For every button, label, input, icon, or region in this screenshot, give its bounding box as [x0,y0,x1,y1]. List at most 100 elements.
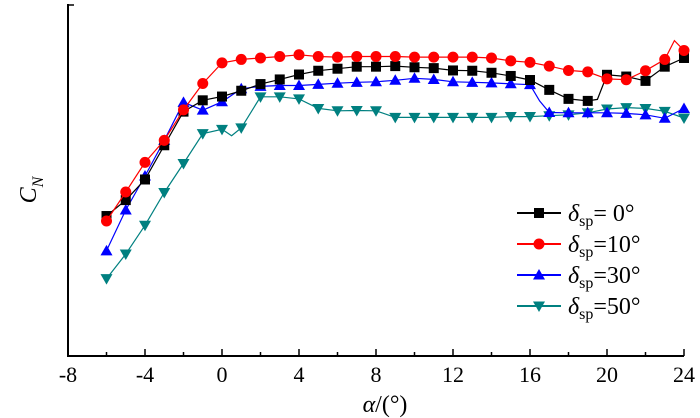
data-point [504,77,517,89]
data-point [409,62,420,73]
legend-marker [533,238,545,250]
legend-subscript: sp [579,275,593,292]
x-tick-label: -4 [136,362,154,387]
data-point [119,203,132,215]
data-point [486,67,497,78]
data-point [408,72,421,83]
data-point [581,106,594,118]
data-point [447,51,459,63]
data-point [370,51,382,63]
data-point [678,102,690,113]
legend-subscript: sp [579,213,593,230]
legend-value: =30° [593,263,640,289]
x-axis-title: α/(°) [363,392,408,418]
data-point [543,60,555,72]
data-point [370,75,382,87]
legend-subscript: sp [579,244,593,261]
y-axis-symbol: C [16,186,42,203]
data-point [312,103,325,115]
data-point [678,113,690,125]
data-point [467,65,478,76]
legend-value: = 0° [593,201,634,227]
data-point [562,106,575,118]
x-tick-label: 12 [442,362,464,387]
data-point [640,65,651,77]
legend-symbol: δ [568,232,580,258]
data-point [312,78,325,89]
data-point [544,84,555,95]
legend-label: δsp= 0° [568,201,635,230]
data-point [178,104,189,116]
data-point [543,106,556,117]
data-point [120,186,132,198]
data-point [447,75,459,87]
series-2 [100,72,690,256]
data-point [428,63,439,74]
data-point [255,52,266,64]
legend-symbol: δ [568,263,580,289]
data-point [139,220,151,232]
data-point [332,63,343,74]
data-point [620,74,632,86]
legend-item: δsp=50° [517,294,641,323]
data-point [140,174,150,185]
data-point [273,92,286,103]
data-point [485,76,498,88]
legend-subscript: sp [579,306,593,323]
series-layer [100,39,690,285]
data-point [196,129,209,140]
data-point [371,61,381,72]
legend-item: δsp= 0° [517,201,635,230]
data-point [601,106,613,118]
data-point [409,51,420,63]
data-point [119,249,132,261]
data-point [177,159,190,170]
data-point [563,93,574,104]
data-point [312,51,324,63]
data-point [679,52,689,63]
data-point [658,112,671,123]
data-point [274,51,286,63]
data-point [640,75,651,86]
y-axis-subscript: N [30,175,47,188]
data-point [504,112,517,123]
data-point [217,91,227,102]
data-point [582,95,593,106]
data-point [678,44,690,56]
data-point [293,94,305,105]
data-point [505,70,516,81]
data-point [351,51,363,63]
data-point [158,134,170,146]
data-point [294,69,304,80]
data-point [524,56,536,68]
data-point [273,79,286,91]
legend-symbol: δ [568,294,580,320]
legend-marker [534,208,544,218]
legend-marker [533,269,545,280]
data-point [428,51,440,63]
legend-item: δsp=10° [517,232,641,261]
legend-value: =50° [593,294,640,320]
data-point [466,51,478,63]
legend-label: δsp=10° [568,232,641,261]
data-point [197,95,208,106]
data-point [620,107,633,118]
data-point [196,104,209,115]
x-tick-label: 16 [519,362,541,387]
x-tick-label: 4 [294,362,305,387]
data-point [197,78,209,89]
data-point [100,274,113,285]
data-point [389,51,401,63]
data-point [274,74,285,85]
data-point [216,124,228,136]
data-point [466,112,479,124]
data-point [293,79,305,91]
x-tick-label: -8 [59,362,77,387]
x-tick-label: 20 [596,362,618,387]
legend-value: =10° [593,232,640,258]
data-point [466,76,479,87]
data-point [448,65,458,76]
data-point [235,123,248,134]
data-point [254,92,267,103]
